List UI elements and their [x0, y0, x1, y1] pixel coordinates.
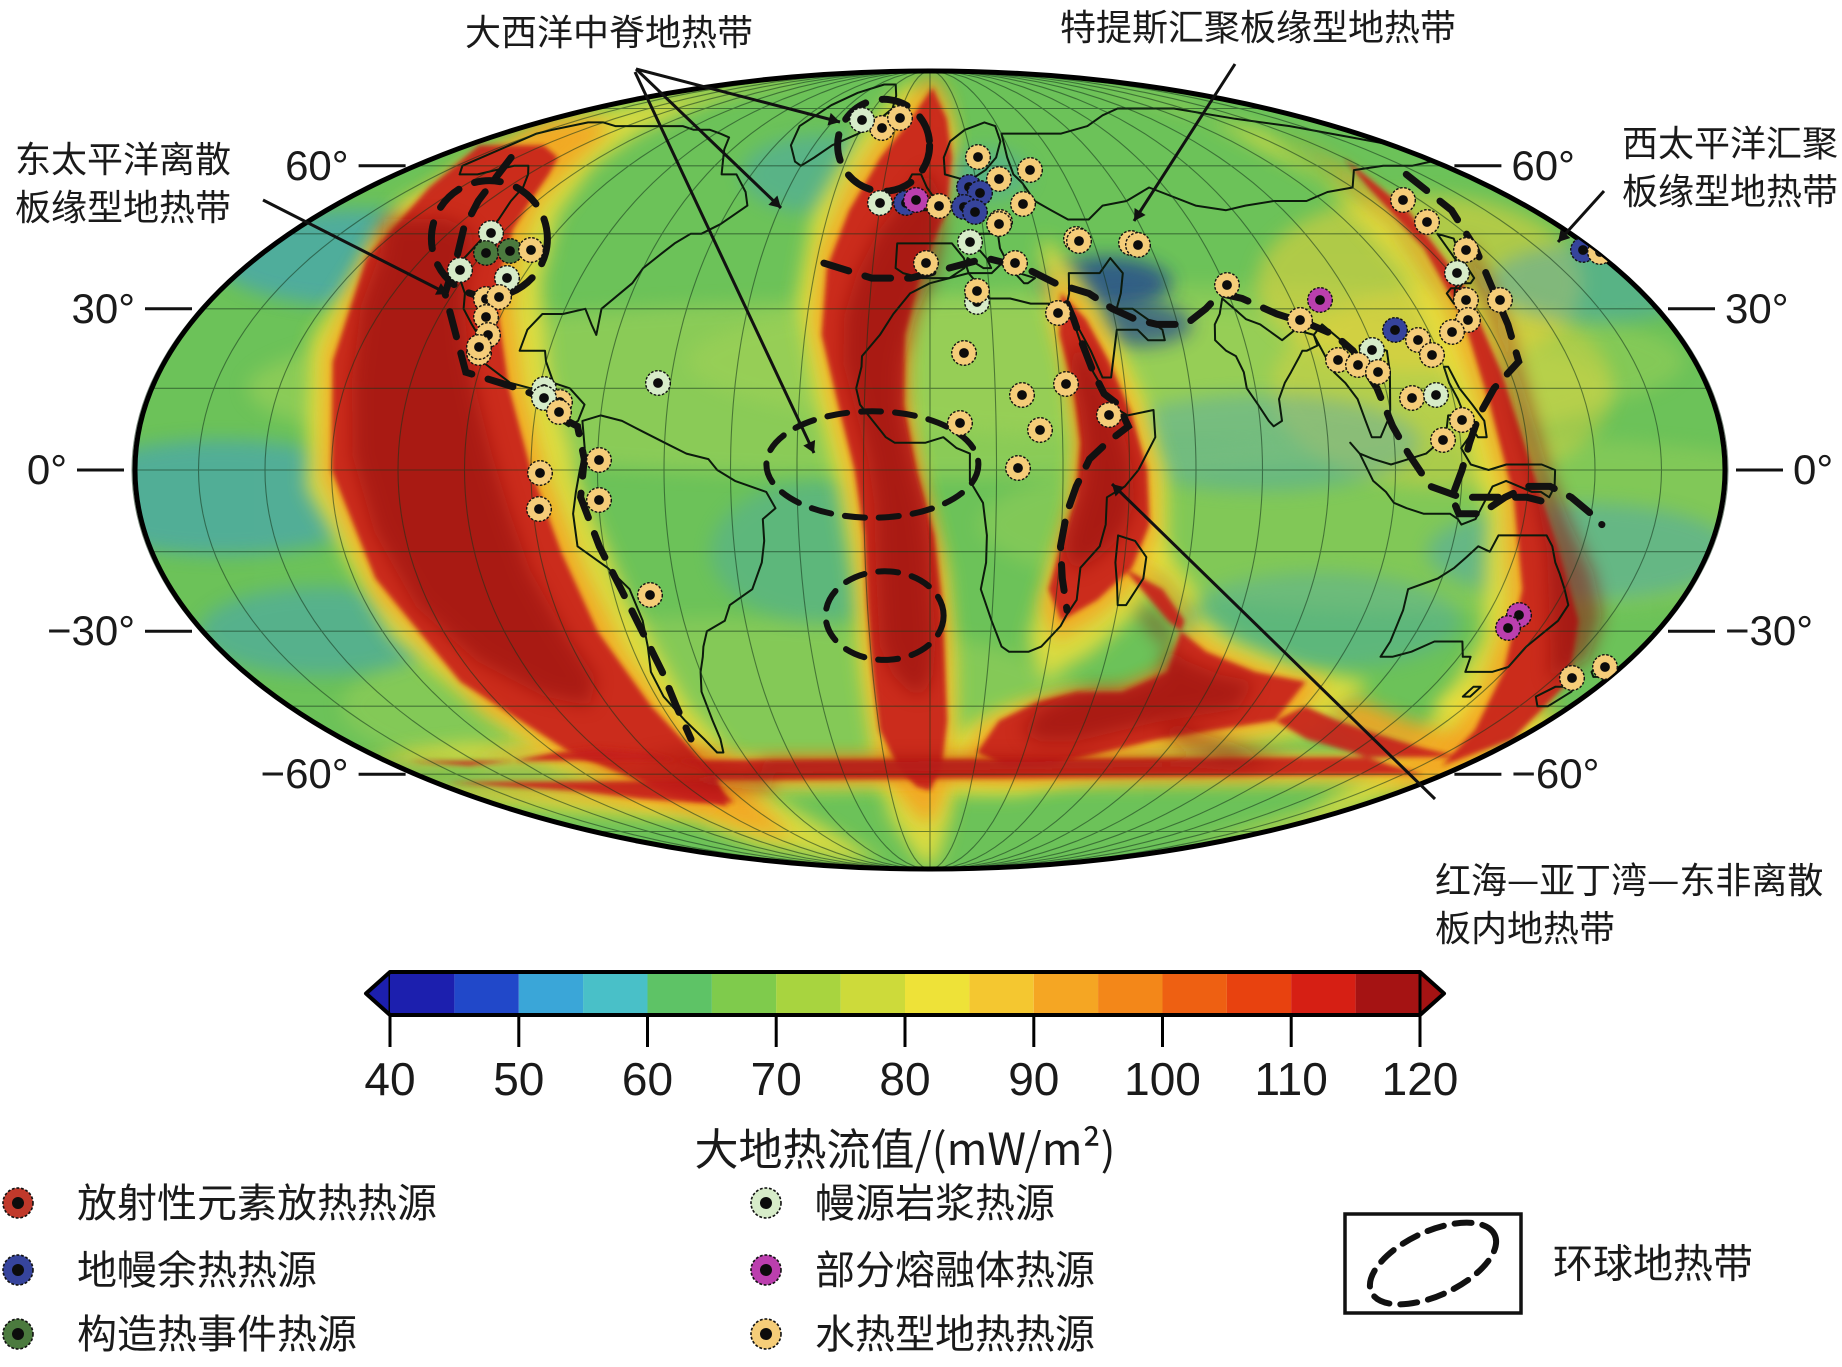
- svg-text:120: 120: [1382, 1053, 1459, 1105]
- svg-text:−60°: −60°: [1511, 750, 1599, 797]
- svg-text:100: 100: [1124, 1053, 1201, 1105]
- svg-text:环球地热带: 环球地热带: [1553, 1232, 1753, 1290]
- svg-text:放射性元素放热热源: 放射性元素放热热源: [77, 1171, 437, 1229]
- svg-text:80: 80: [879, 1053, 930, 1105]
- svg-text:50: 50: [493, 1053, 544, 1105]
- svg-text:构造热事件热源: 构造热事件热源: [77, 1302, 357, 1360]
- svg-text:110: 110: [1255, 1053, 1328, 1105]
- svg-text:大地热流值/(mW/m²): 大地热流值/(mW/m²): [695, 1114, 1116, 1178]
- svg-text:30°: 30°: [71, 285, 135, 332]
- svg-text:−30°: −30°: [47, 607, 135, 654]
- svg-text:水热型地热热源: 水热型地热热源: [815, 1302, 1095, 1360]
- svg-text:60: 60: [622, 1053, 673, 1105]
- svg-text:西太平洋汇聚 板缘型地热带: 西太平洋汇聚 板缘型地热带: [1622, 115, 1842, 215]
- svg-text:地幔余热热源: 地幔余热热源: [77, 1238, 317, 1296]
- svg-text:大西洋中脊地热带: 大西洋中脊地热带: [465, 4, 753, 56]
- svg-text:40: 40: [364, 1053, 415, 1105]
- svg-text:东太平洋离散 板缘型地热带: 东太平洋离散 板缘型地热带: [15, 131, 239, 231]
- svg-text:0°: 0°: [1793, 446, 1833, 493]
- svg-text:70: 70: [751, 1053, 802, 1105]
- svg-text:60°: 60°: [285, 142, 349, 189]
- svg-text:部分熔融体热源: 部分熔融体热源: [815, 1238, 1095, 1296]
- svg-text:特提斯汇聚板缘型地热带: 特提斯汇聚板缘型地热带: [1060, 0, 1456, 51]
- svg-text:−60°: −60°: [261, 750, 349, 797]
- svg-text:0°: 0°: [27, 446, 67, 493]
- svg-text:90: 90: [1008, 1053, 1059, 1105]
- svg-text:−30°: −30°: [1725, 607, 1813, 654]
- svg-text:60°: 60°: [1511, 142, 1575, 189]
- svg-text:幔源岩浆热源: 幔源岩浆热源: [815, 1171, 1055, 1229]
- svg-text:30°: 30°: [1725, 285, 1789, 332]
